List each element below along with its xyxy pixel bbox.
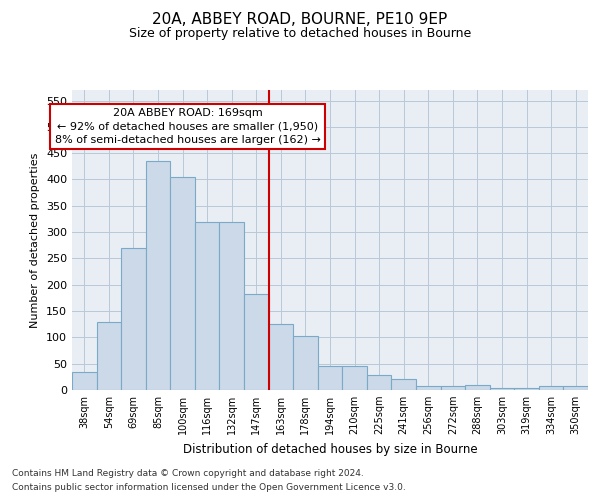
- Bar: [220, 222, 244, 390]
- Bar: [121, 248, 146, 390]
- Bar: [514, 388, 539, 390]
- Bar: [244, 294, 269, 390]
- Text: 20A ABBEY ROAD: 169sqm
← 92% of detached houses are smaller (1,950)
8% of semi-d: 20A ABBEY ROAD: 169sqm ← 92% of detached…: [55, 108, 320, 145]
- Bar: [269, 324, 293, 390]
- Bar: [318, 366, 342, 390]
- Bar: [490, 388, 514, 390]
- Text: Size of property relative to detached houses in Bourne: Size of property relative to detached ho…: [129, 28, 471, 40]
- Bar: [465, 386, 490, 390]
- Bar: [440, 386, 465, 390]
- Bar: [195, 222, 220, 390]
- Bar: [170, 177, 195, 390]
- Text: Contains public sector information licensed under the Open Government Licence v3: Contains public sector information licen…: [12, 484, 406, 492]
- Bar: [416, 386, 440, 390]
- Bar: [342, 366, 367, 390]
- Bar: [97, 322, 121, 390]
- Bar: [563, 386, 588, 390]
- Text: Contains HM Land Registry data © Crown copyright and database right 2024.: Contains HM Land Registry data © Crown c…: [12, 468, 364, 477]
- Bar: [293, 336, 318, 390]
- Bar: [146, 161, 170, 390]
- Bar: [72, 372, 97, 390]
- Text: 20A, ABBEY ROAD, BOURNE, PE10 9EP: 20A, ABBEY ROAD, BOURNE, PE10 9EP: [152, 12, 448, 28]
- Bar: [367, 376, 391, 390]
- Bar: [539, 386, 563, 390]
- X-axis label: Distribution of detached houses by size in Bourne: Distribution of detached houses by size …: [182, 442, 478, 456]
- Y-axis label: Number of detached properties: Number of detached properties: [31, 152, 40, 328]
- Bar: [391, 380, 416, 390]
